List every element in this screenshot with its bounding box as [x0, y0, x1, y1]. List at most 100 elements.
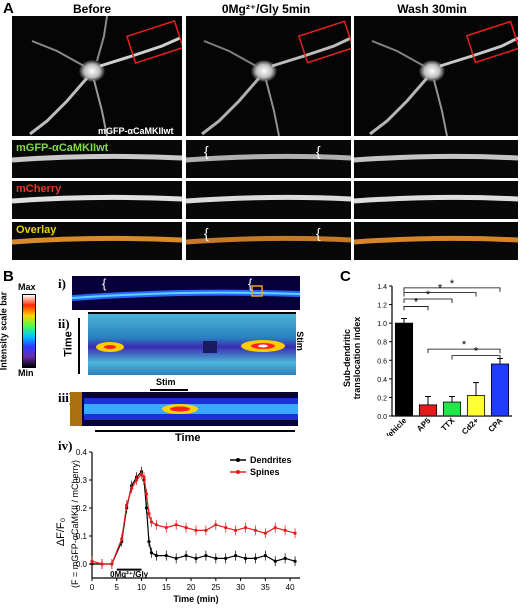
- svg-text:{: {: [316, 143, 321, 159]
- bar-y-tick-label: 1.2: [377, 303, 387, 310]
- sub-label-iv: iv): [58, 438, 73, 453]
- series-point: [164, 554, 168, 558]
- strip-mcherry-zero-mg: [186, 181, 351, 219]
- bar-cd2: [466, 395, 486, 417]
- bar-chart-c: Sub-dendritic translocation index 0.0 0.2…: [342, 278, 512, 436]
- column-title-zero-mg: 0Mg²⁺/Gly 5min: [221, 2, 311, 16]
- series-point: [147, 540, 151, 544]
- stim-label-iv: 0Mg²⁺/Gly: [110, 570, 149, 579]
- panel-a-label: A: [3, 0, 14, 17]
- series-point: [253, 556, 258, 560]
- intensity-scale-bar: [22, 294, 36, 368]
- bar-y-tick-label: 0.4: [377, 377, 387, 384]
- sub-label-ii: ii): [58, 316, 70, 331]
- svg-text:{: {: [204, 143, 209, 159]
- series-point: [100, 562, 104, 566]
- bar-ttx: [442, 401, 462, 417]
- series-point: [144, 492, 149, 496]
- series-point: [293, 559, 297, 563]
- series-point: [194, 528, 198, 532]
- significance-star: *: [450, 278, 455, 290]
- series-point: [149, 520, 154, 524]
- line-ylabel-sub: (F = mGFP-αCaMKII / mCherry): [70, 460, 80, 588]
- panel-c-label: C: [340, 268, 351, 285]
- neuron-image-wash: [369, 20, 518, 136]
- legend-marker: [236, 458, 240, 462]
- line-y-tick-label: 0.1: [76, 532, 88, 541]
- series-point: [125, 503, 129, 507]
- column-title-wash: Wash 30min: [397, 2, 467, 16]
- series-point: [174, 556, 178, 560]
- series-point: [147, 512, 151, 516]
- sub-label-iii: iii): [58, 390, 74, 405]
- series-point: [130, 486, 134, 490]
- significance-bracket: [403, 292, 477, 297]
- bar-category-label: AP5: [415, 416, 433, 434]
- time-label-iii: Time: [175, 432, 201, 444]
- strip-gfp-zero-mg: {{: [186, 140, 351, 178]
- bar-category-label: TTX: [439, 416, 457, 434]
- significance-bracket: [451, 355, 501, 360]
- bar-vehicle: [394, 322, 414, 417]
- series-point: [224, 526, 228, 530]
- significance-star: *: [474, 346, 479, 358]
- series-point: [142, 475, 146, 479]
- bar-y-tick-label: 0.0: [377, 414, 387, 421]
- series-point: [234, 528, 238, 532]
- series-point: [139, 472, 144, 476]
- strip-gfp-wash: [354, 140, 518, 178]
- series-point: [144, 506, 149, 510]
- significance-bracket: [427, 348, 501, 354]
- series-point: [214, 556, 218, 560]
- micrograph-before: mGFP-αCaMKIIwt: [12, 16, 182, 136]
- series-point: [204, 554, 208, 558]
- line-chart-iv: ΔF/F₀ (F = mGFP-αCaMKII / mCherry) 0.0 0.…: [55, 448, 300, 604]
- strip-mcherry-before: mCherry: [12, 181, 182, 219]
- bar-y-tick-label: 0.6: [377, 358, 387, 365]
- series-point: [174, 523, 178, 527]
- series-point: [214, 523, 218, 527]
- series-point: [184, 554, 188, 558]
- significance-bracket: [403, 298, 453, 303]
- legend-label: Dendrites: [250, 455, 292, 465]
- legend-marker: [236, 470, 240, 474]
- stim-bar-iii: [150, 389, 188, 391]
- column-title-before: Before: [72, 2, 111, 16]
- series-point: [283, 528, 287, 532]
- scale-max-label: Max: [18, 282, 36, 292]
- series-point: [120, 537, 124, 541]
- series-point: [243, 556, 248, 560]
- time-arrow-iii: [95, 430, 295, 432]
- bar-y-tick-label: 0.2: [377, 395, 387, 402]
- series-point: [263, 554, 267, 558]
- line-x-tick-label: 10: [137, 583, 146, 592]
- series-point: [184, 526, 188, 530]
- series-point: [273, 559, 277, 563]
- kymograph-image: [88, 313, 296, 375]
- svg-text:{: {: [316, 225, 321, 241]
- panel-b-label: B: [3, 268, 14, 285]
- series-line-spines: [91, 473, 296, 565]
- line-y-tick-label: 0.4: [76, 448, 88, 457]
- strip-gfp-before: mGFP-αCaMKIIwt: [12, 140, 182, 178]
- series-point: [204, 528, 208, 532]
- bar-y-tick-label: 1.4: [377, 284, 387, 291]
- micrograph-zero-mg: [186, 16, 351, 136]
- pseudocolor-dendrite-image: {{: [72, 276, 300, 310]
- significance-bracket: [403, 306, 429, 311]
- line-xlabel: Time (min): [173, 594, 218, 604]
- bar-ap5: [418, 404, 438, 417]
- series-point: [253, 528, 258, 532]
- series-point: [283, 556, 287, 560]
- neuron-image-zero-mg: [201, 20, 351, 136]
- kymograph-top-bar: [88, 312, 296, 314]
- line-x-tick-label: 35: [261, 583, 270, 592]
- micrograph-label: mGFP-αCaMKIIwt: [98, 126, 174, 136]
- time-label-ii: Time: [62, 331, 75, 357]
- line-x-tick-label: 5: [115, 583, 120, 592]
- series-point: [164, 526, 168, 530]
- neuron-image-before: mGFP-αCaMKIIwt: [29, 16, 182, 136]
- svg-text:{: {: [248, 276, 253, 291]
- svg-text:{: {: [102, 276, 107, 291]
- series-point: [224, 556, 228, 560]
